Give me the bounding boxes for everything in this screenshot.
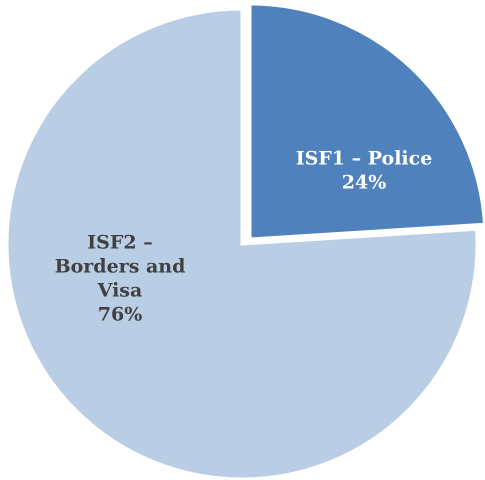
slice-name-label-2: ISF2 – — [87, 232, 152, 254]
slice-name-label-1: ISF1 – Police — [296, 148, 433, 170]
slice-name-label-2: Borders and — [55, 256, 186, 278]
pie-slice-1 — [248, 2, 485, 241]
pie-slice-2 — [5, 7, 479, 480]
slice-percent-label-1: 24% — [342, 172, 387, 194]
slice-name-label-2: Visa — [97, 280, 143, 302]
slice-percent-label-2: 76% — [98, 304, 143, 326]
